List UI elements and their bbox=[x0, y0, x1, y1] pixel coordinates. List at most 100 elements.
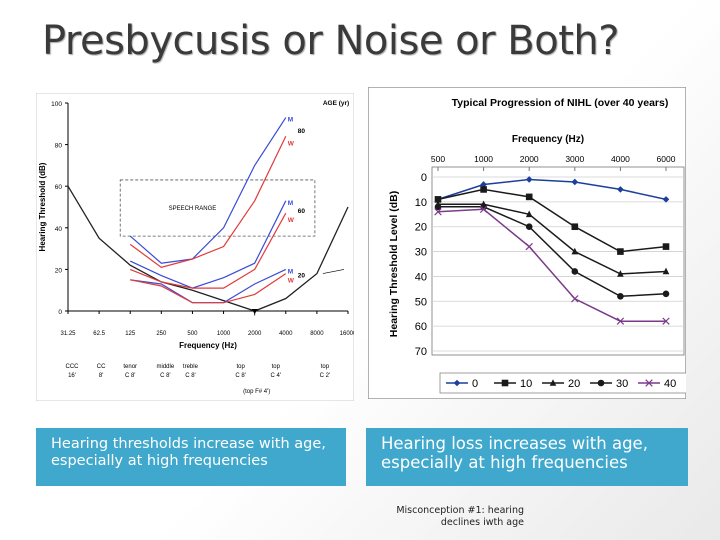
nihl-y-axis-label: Hearing Threshold Level (dB) bbox=[388, 191, 400, 337]
top-f-sharp-label: (top F# 4') bbox=[243, 389, 270, 395]
speech-range-label: SPEECH RANGE bbox=[169, 206, 217, 212]
women-label: W bbox=[288, 217, 295, 224]
left-x-tick-label: 8000 bbox=[310, 331, 324, 337]
left-y-tick-label: 60 bbox=[55, 184, 63, 191]
men-label: M bbox=[288, 200, 293, 207]
nihl-series-30-point bbox=[571, 268, 579, 275]
left-x-tick-label: 4000 bbox=[279, 331, 293, 337]
nihl-series-20-point bbox=[662, 267, 670, 275]
nihl-chart-frame bbox=[368, 87, 686, 399]
men-label: M bbox=[288, 117, 293, 124]
nihl-series-0-point bbox=[617, 186, 624, 193]
left-x-tick-label: 2000 bbox=[248, 331, 262, 337]
nihl-x-tick-label: 3000 bbox=[565, 154, 584, 164]
threshold-curve bbox=[67, 185, 349, 312]
caption-left: Hearing thresholds increase with age, es… bbox=[36, 428, 346, 486]
nihl-legend-marker-10 bbox=[501, 379, 509, 387]
nihl-y-tick-label: 50 bbox=[415, 296, 427, 308]
left-x-tick-label: 500 bbox=[187, 331, 198, 337]
nihl-x-tick-label: 2000 bbox=[520, 154, 539, 164]
women-label: W bbox=[288, 278, 295, 285]
nihl-series-10-point bbox=[662, 243, 670, 250]
note-name: CCC bbox=[66, 364, 80, 370]
nihl-x-tick-label: 1000 bbox=[474, 154, 493, 164]
nihl-legend-marker-30 bbox=[597, 379, 605, 387]
nihl-series-10-point bbox=[617, 248, 624, 255]
nihl-series-40-point-b bbox=[571, 295, 579, 303]
nihl-series-20-point bbox=[571, 247, 579, 255]
left-x-tick-label: 125 bbox=[125, 331, 136, 337]
nihl-series-40-point bbox=[616, 317, 625, 325]
note-pitch: 8' bbox=[99, 373, 103, 379]
note-pitch: C 2' bbox=[320, 373, 330, 379]
nihl-series-0-point bbox=[525, 176, 533, 183]
nihl-series-20-point bbox=[617, 270, 624, 277]
age-20-women-line bbox=[130, 273, 287, 304]
nihl-chart-title: Typical Progression of NIHL (over 40 yea… bbox=[452, 97, 669, 109]
left-x-axis-label: Frequency (Hz) bbox=[179, 341, 237, 350]
nihl-series-30-point bbox=[525, 223, 533, 231]
note-name: treble bbox=[183, 364, 199, 370]
misconception-note: Misconception #1: hearing declines iwth … bbox=[396, 505, 524, 528]
left-x-tick-label: 16000 bbox=[340, 331, 354, 337]
nihl-y-tick-label: 70 bbox=[415, 346, 427, 358]
nihl-y-tick-label: 60 bbox=[415, 321, 427, 333]
presbycusis-chart: 100 80 60 40 20 0 31.25 62.5 125 250 500 1000 2000 40… bbox=[36, 93, 354, 401]
caption-right: Hearing loss increases with age, especia… bbox=[366, 428, 688, 486]
note-pitch: C 8' bbox=[185, 373, 195, 379]
nihl-series-40-point-b bbox=[434, 208, 442, 216]
nihl-series-40-point bbox=[525, 242, 533, 251]
men-label: M bbox=[288, 268, 293, 275]
age-80-men-line bbox=[129, 117, 287, 264]
nihl-y-tick-label: 30 bbox=[415, 247, 427, 259]
note-pitch: 16' bbox=[68, 373, 76, 379]
age-label: AGE (yr) bbox=[323, 100, 349, 107]
nihl-series-30-point bbox=[434, 203, 442, 211]
nihl-legend-label-20: 20 bbox=[568, 378, 580, 390]
nihl-series-20-point bbox=[525, 210, 533, 218]
nihl-legend-marker-0 bbox=[453, 379, 461, 387]
nihl-series-40-point bbox=[571, 295, 579, 303]
age-60-men-line bbox=[129, 200, 287, 289]
nihl-series-40-point bbox=[434, 208, 442, 216]
middle-c-marker bbox=[251, 309, 258, 314]
note-name: top bbox=[236, 364, 245, 370]
nihl-x-tick-label: 500 bbox=[431, 154, 445, 164]
women-label: W bbox=[288, 140, 295, 147]
age-80-label: 80 bbox=[298, 128, 306, 135]
age-60-women-line bbox=[129, 212, 287, 289]
nihl-y-tick-label: 40 bbox=[415, 271, 427, 283]
nihl-legend-marker-20 bbox=[549, 379, 557, 386]
left-y-tick-label: 40 bbox=[55, 226, 63, 233]
presbycusis-chart-frame bbox=[36, 93, 354, 401]
left-x-tick-label: 1000 bbox=[217, 331, 231, 337]
slide-title: Presbycusis or Noise or Both? bbox=[42, 18, 619, 64]
nihl-y-tick-label: 0 bbox=[421, 172, 427, 184]
nihl-series-40-point bbox=[479, 205, 488, 214]
nihl-series-10-line bbox=[437, 188, 667, 253]
nihl-x-axis-label: Frequency (Hz) bbox=[512, 134, 584, 145]
nihl-legend-marker-40-b bbox=[645, 379, 653, 387]
nihl-series-30-point bbox=[662, 290, 670, 298]
nihl-legend-label-30: 30 bbox=[616, 378, 628, 390]
note-pitch: C 4' bbox=[271, 373, 281, 379]
nihl-series-10-point bbox=[480, 186, 487, 193]
speech-range-box bbox=[119, 179, 316, 237]
nihl-series-10-point bbox=[525, 193, 533, 201]
nihl-y-tick-label: 10 bbox=[415, 197, 427, 209]
nihl-series-40-point-b bbox=[616, 317, 625, 325]
nihl-series-10-point bbox=[571, 223, 579, 231]
note-name: tenor bbox=[123, 364, 137, 370]
age-80-women-line bbox=[129, 136, 287, 268]
note-name: top bbox=[272, 364, 281, 370]
nihl-series-0-line bbox=[437, 178, 667, 201]
nihl-series-40-point-b bbox=[479, 205, 488, 214]
nihl-legend-label-10: 10 bbox=[520, 378, 532, 390]
left-y-tick-label: 80 bbox=[55, 143, 63, 150]
left-y-tick-label: 0 bbox=[58, 309, 62, 316]
left-y-axis-label: Hearing Threshold (dB) bbox=[38, 162, 47, 251]
left-x-tick-label: 250 bbox=[156, 331, 167, 337]
nihl-legend-marker-40 bbox=[645, 379, 653, 387]
nihl-series-30-line bbox=[438, 206, 667, 298]
age-60-label: 60 bbox=[298, 208, 306, 215]
